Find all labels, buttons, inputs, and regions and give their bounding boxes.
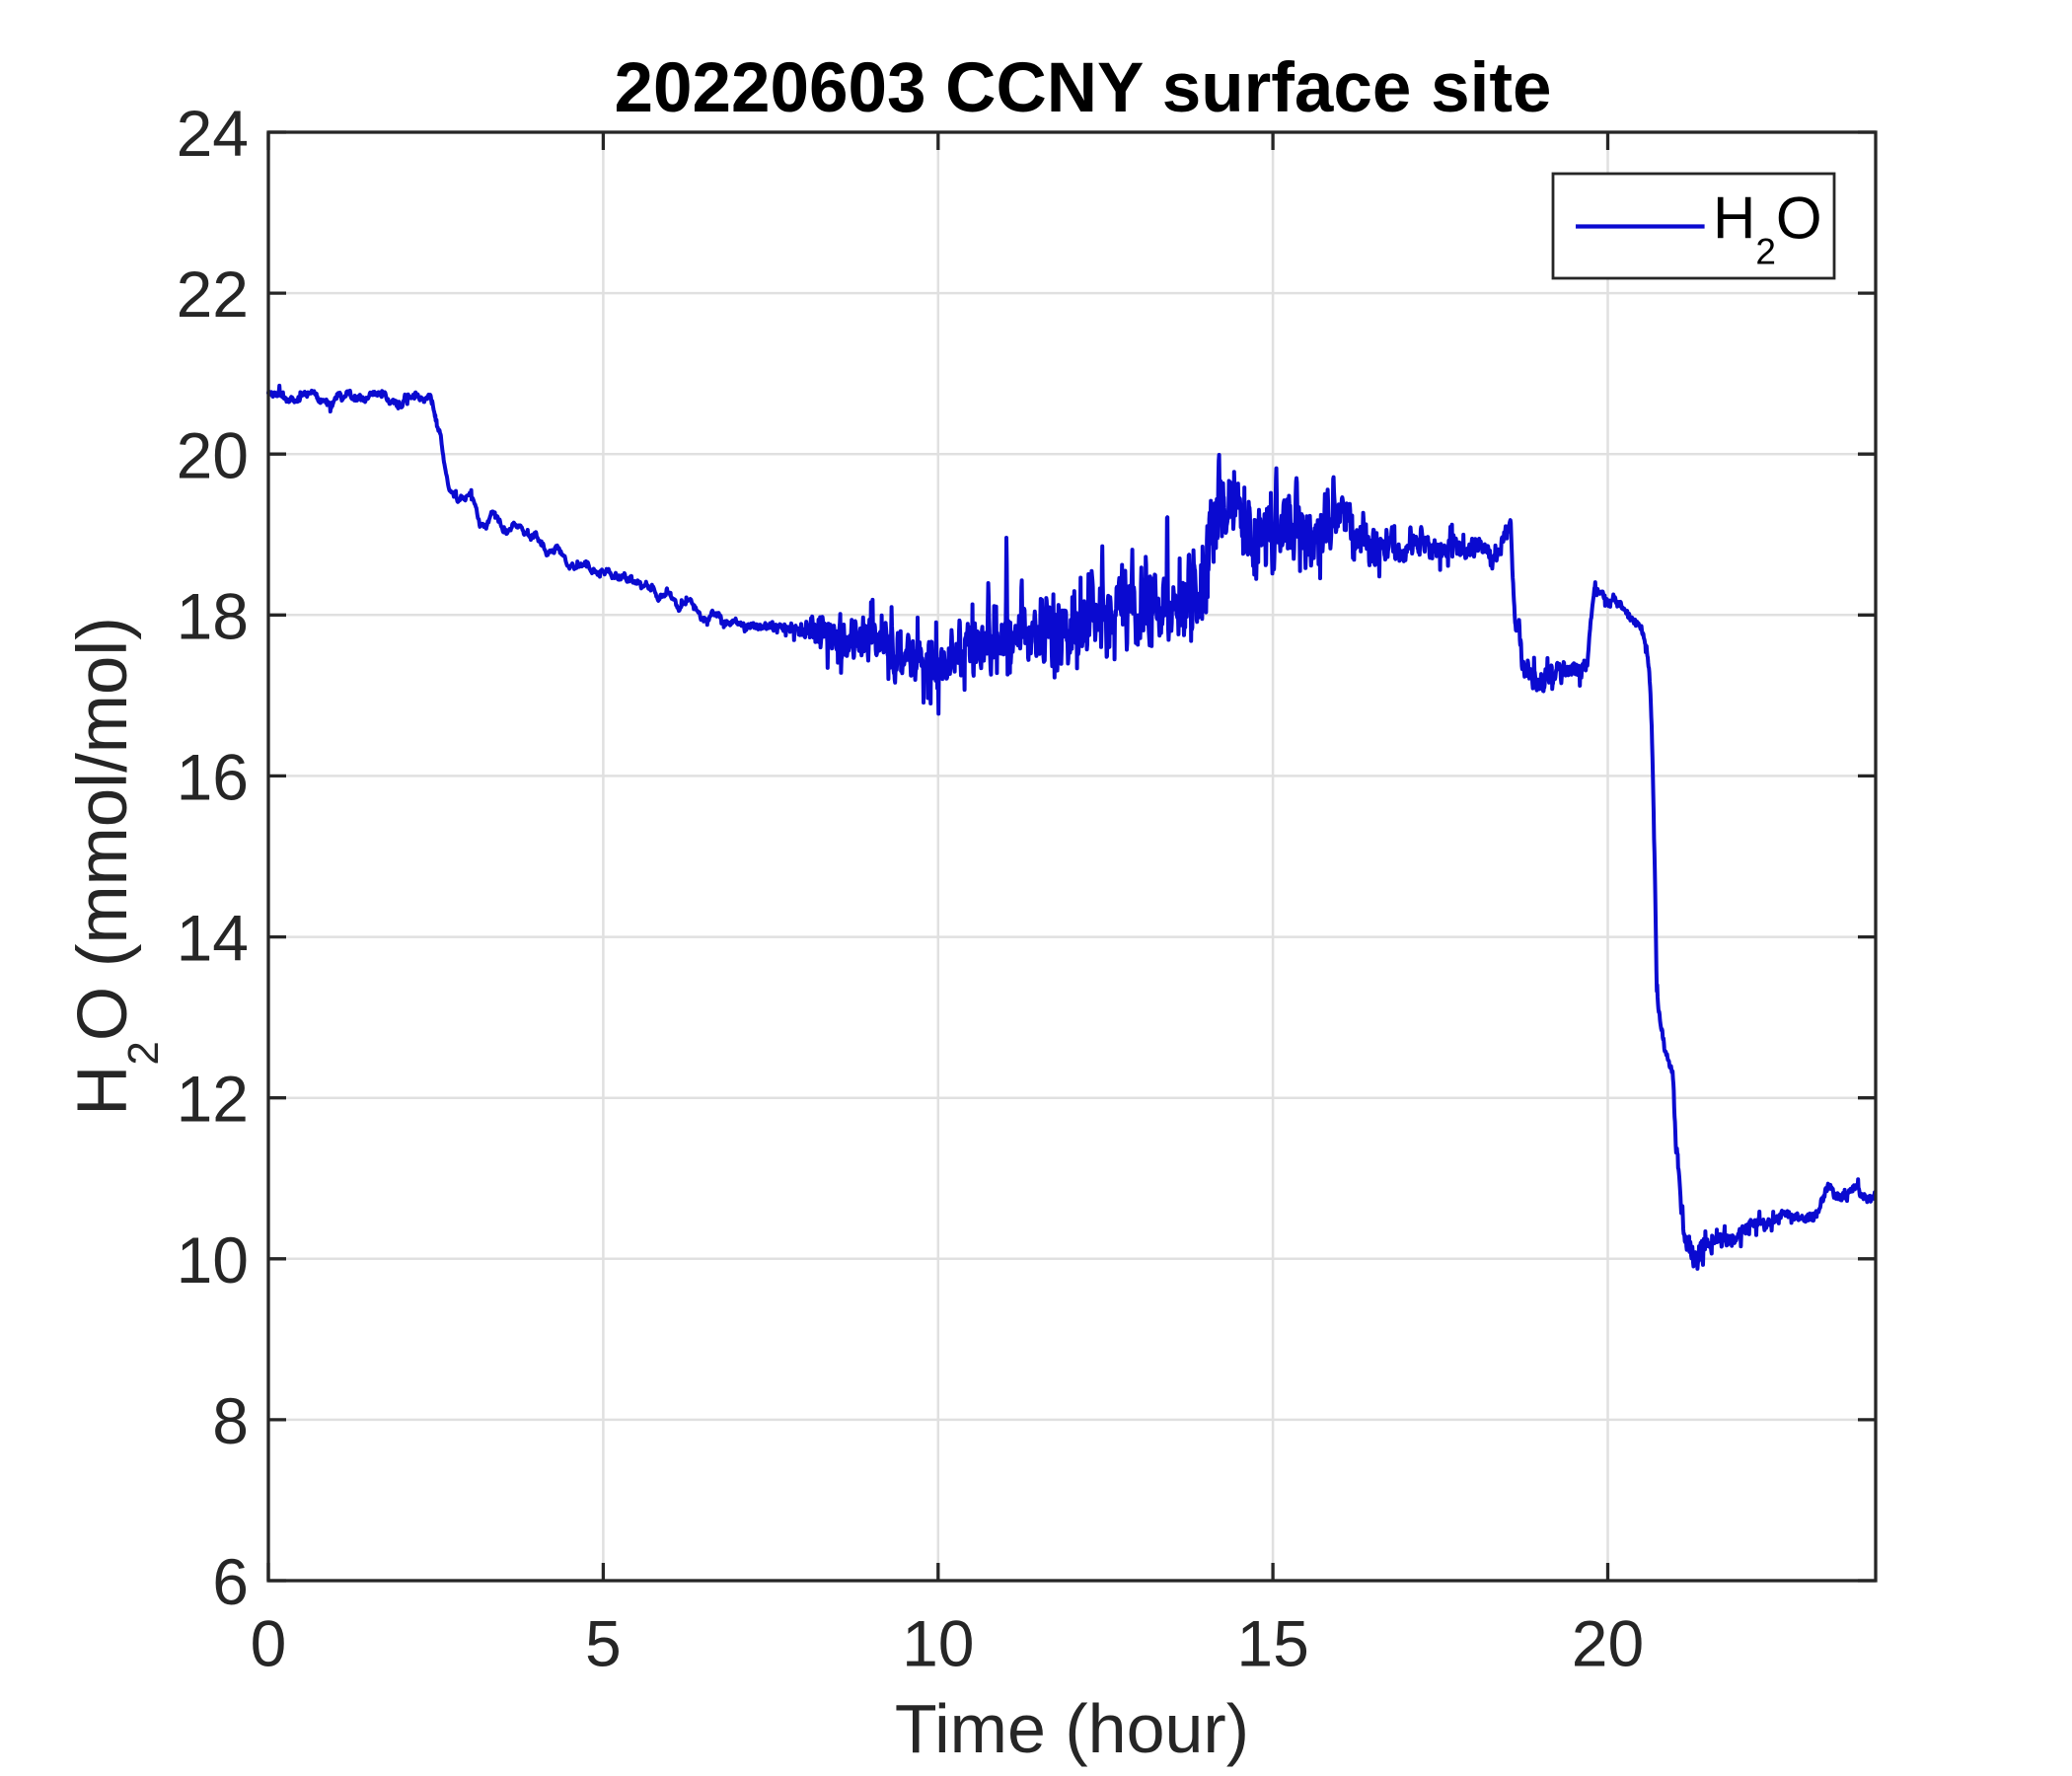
svg-text:20: 20 bbox=[177, 418, 249, 491]
svg-text:5: 5 bbox=[585, 1607, 622, 1680]
svg-text:10: 10 bbox=[902, 1607, 974, 1680]
svg-text:14: 14 bbox=[177, 902, 249, 975]
svg-text:0: 0 bbox=[251, 1607, 287, 1680]
svg-text:15: 15 bbox=[1236, 1607, 1308, 1680]
svg-text:22: 22 bbox=[177, 258, 249, 331]
svg-text:20220603 CCNY surface site: 20220603 CCNY surface site bbox=[615, 49, 1552, 127]
svg-text:16: 16 bbox=[177, 741, 249, 814]
svg-text:24: 24 bbox=[177, 97, 249, 170]
svg-text:6: 6 bbox=[212, 1545, 249, 1618]
svg-text:12: 12 bbox=[177, 1063, 249, 1136]
svg-text:20: 20 bbox=[1572, 1607, 1644, 1680]
svg-text:10: 10 bbox=[177, 1223, 249, 1296]
svg-text:18: 18 bbox=[177, 579, 249, 652]
svg-text:Time (hour): Time (hour) bbox=[895, 1690, 1249, 1767]
svg-text:8: 8 bbox=[212, 1384, 249, 1457]
